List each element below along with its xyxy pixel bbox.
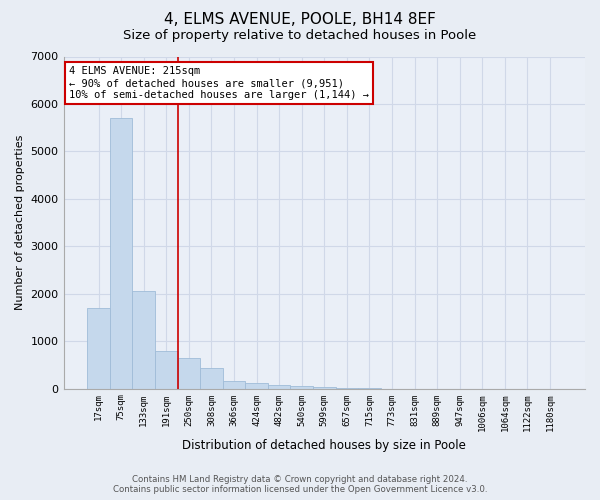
Bar: [178, 358, 200, 388]
Bar: [268, 386, 290, 388]
Bar: [223, 380, 245, 388]
Y-axis label: Number of detached properties: Number of detached properties: [15, 135, 25, 310]
Text: Size of property relative to detached houses in Poole: Size of property relative to detached ho…: [124, 29, 476, 42]
Text: Contains HM Land Registry data © Crown copyright and database right 2024.
Contai: Contains HM Land Registry data © Crown c…: [113, 474, 487, 494]
Bar: [87, 308, 110, 388]
Bar: [133, 292, 155, 388]
Bar: [200, 368, 223, 388]
Text: 4 ELMS AVENUE: 215sqm
← 90% of detached houses are smaller (9,951)
10% of semi-d: 4 ELMS AVENUE: 215sqm ← 90% of detached …: [69, 66, 369, 100]
Bar: [155, 350, 178, 389]
Bar: [245, 384, 268, 388]
Text: 4, ELMS AVENUE, POOLE, BH14 8EF: 4, ELMS AVENUE, POOLE, BH14 8EF: [164, 12, 436, 28]
Bar: [110, 118, 133, 388]
Bar: [290, 386, 313, 388]
X-axis label: Distribution of detached houses by size in Poole: Distribution of detached houses by size …: [182, 440, 466, 452]
